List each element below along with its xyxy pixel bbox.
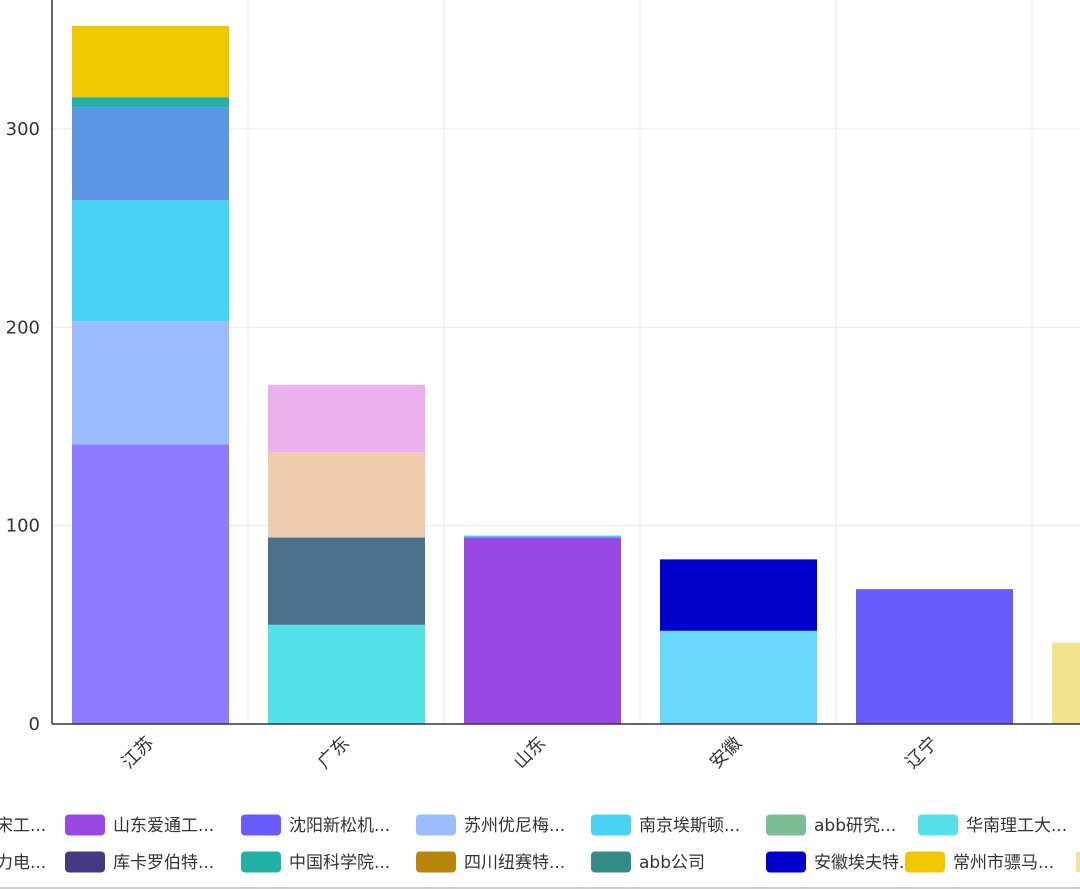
bar-segment[interactable] [660,630,817,724]
legend-swatch[interactable] [905,851,945,873]
bar-segment[interactable] [1052,642,1080,724]
legend-swatch[interactable] [241,851,281,873]
legend-swatch[interactable] [766,851,806,873]
legend-item-label[interactable]: 华南理工大... [966,816,1067,836]
legend-item-label[interactable]: abb研究... [814,816,896,836]
bar-segment[interactable] [72,444,229,724]
bar-segment[interactable] [72,200,229,322]
bar-segment[interactable] [660,559,817,631]
legend-item-label[interactable]: 沈阳新松机... [289,816,390,836]
bar-segment[interactable] [72,97,229,108]
legend-swatch[interactable] [416,814,456,836]
x-tick-label: 辽宁 [902,733,942,773]
legend-item-label[interactable]: 南京埃斯顿... [639,816,740,836]
legend-swatch[interactable] [766,814,806,836]
legend-swatch-cutoff [1076,851,1080,873]
bar-segment[interactable] [268,452,425,538]
y-tick-label: 200 [6,317,40,338]
legend-swatch[interactable] [416,851,456,873]
bar-segment[interactable] [72,25,229,98]
legend-item-label[interactable]: 四川纽赛特... [464,852,565,873]
legend-swatch[interactable] [591,814,631,836]
legend-item-label[interactable]: 中国科学院... [289,853,390,873]
legend-swatch[interactable] [65,851,105,873]
bar-segment[interactable] [72,321,229,445]
bar-segment[interactable] [268,624,425,724]
bar-segment[interactable] [268,537,425,625]
legend-item-label[interactable]: 库卡罗伯特... [113,853,214,873]
legend-swatch[interactable] [918,814,958,836]
bottom-divider [0,887,1080,889]
y-tick-label: 300 [6,119,40,140]
legend-item-label[interactable]: 力电... [0,853,46,873]
bar-segment[interactable] [72,107,229,201]
bar-segment[interactable] [268,384,425,453]
legend-item-label[interactable]: 安徽埃夫特... [814,853,915,873]
legend-item-label[interactable]: 宋工... [0,816,46,836]
legend-item-label[interactable]: 常州市骠马... [953,853,1054,873]
legend-item-label[interactable]: 山东爱通工... [113,816,214,836]
x-tick-label: 安徽 [706,733,746,773]
legend-swatch[interactable] [65,814,105,836]
x-tick-label: 江苏 [118,733,158,773]
bar-segment[interactable] [856,589,1013,724]
legend-swatch[interactable] [241,814,281,836]
bar-segment[interactable] [464,537,621,724]
x-tick-label: 山东 [510,733,550,773]
x-tick-label: 广东 [314,733,354,773]
bar-segment[interactable] [464,535,621,538]
y-tick-label: 0 [29,714,40,735]
legend-item-label[interactable]: abb公司 [639,853,705,873]
legend-item-label[interactable]: 苏州优尼梅... [464,816,565,836]
legend-swatch[interactable] [591,851,631,873]
y-tick-label: 100 [6,516,40,537]
